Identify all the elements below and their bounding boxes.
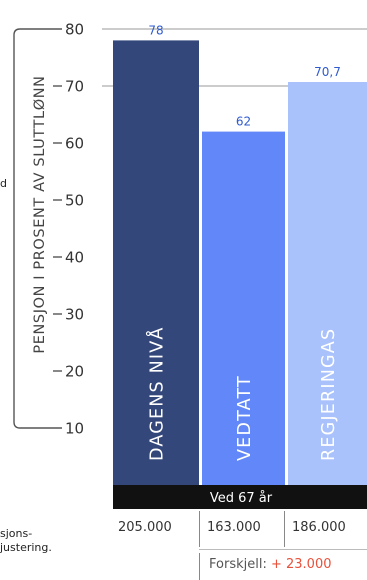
amount-dagens: 205.000 <box>118 520 172 535</box>
cut-text-left-bottom-2: justering. <box>0 541 52 554</box>
y-tick-label-20: 20 <box>65 363 84 381</box>
age-band-label: Ved 67 år <box>210 491 273 506</box>
difference-row: Forskjell: + 23.000 <box>209 557 331 572</box>
y-tick-label-80: 80 <box>65 21 84 39</box>
bar-2 <box>288 82 367 485</box>
category-label-2: REGJERINGAS <box>319 328 339 461</box>
y-tick-label-70: 70 <box>65 78 84 96</box>
y-axis-bracket <box>13 28 62 429</box>
y-tick-label-30: 30 <box>65 306 84 324</box>
cut-text-left-bottom-1: sjons- <box>0 527 33 540</box>
y-axis-label: PENSJON I PROSENT AV SLUTTLØNN <box>32 75 48 353</box>
amount-regjeringas: 186.000 <box>292 520 346 535</box>
axis-bracket <box>13 28 62 429</box>
value-label-1: 62 <box>236 115 251 129</box>
y-tick-label-10: 10 <box>65 420 84 438</box>
amount-vedtatt: 163.000 <box>207 520 261 535</box>
cut-text-left-mid: d <box>0 177 7 190</box>
value-label-0: 78 <box>148 23 163 37</box>
category-labels: DAGENS NIVÅ VEDTATT REGJERINGAS <box>146 326 340 461</box>
difference-label: Forskjell: <box>209 557 267 572</box>
table-divider-1 <box>199 511 200 547</box>
y-axis-ticks: 10 20 30 40 50 60 70 80 <box>53 21 84 438</box>
table-rule <box>199 549 367 550</box>
y-tick-label-50: 50 <box>65 192 84 210</box>
y-tick-label-60: 60 <box>65 135 84 153</box>
y-tick-label-40: 40 <box>65 249 84 267</box>
table-divider-3 <box>199 553 200 580</box>
difference-value: + 23.000 <box>270 557 332 572</box>
category-label-0: DAGENS NIVÅ <box>146 326 168 461</box>
table-divider-2 <box>284 511 285 547</box>
value-label-2: 70,7 <box>314 65 341 79</box>
bar-1 <box>202 131 285 485</box>
bar-0 <box>113 40 199 486</box>
age-band <box>113 485 367 509</box>
value-labels: 78 62 70,7 <box>148 23 341 128</box>
category-label-1: VEDTATT <box>235 375 255 461</box>
bars <box>113 40 367 486</box>
